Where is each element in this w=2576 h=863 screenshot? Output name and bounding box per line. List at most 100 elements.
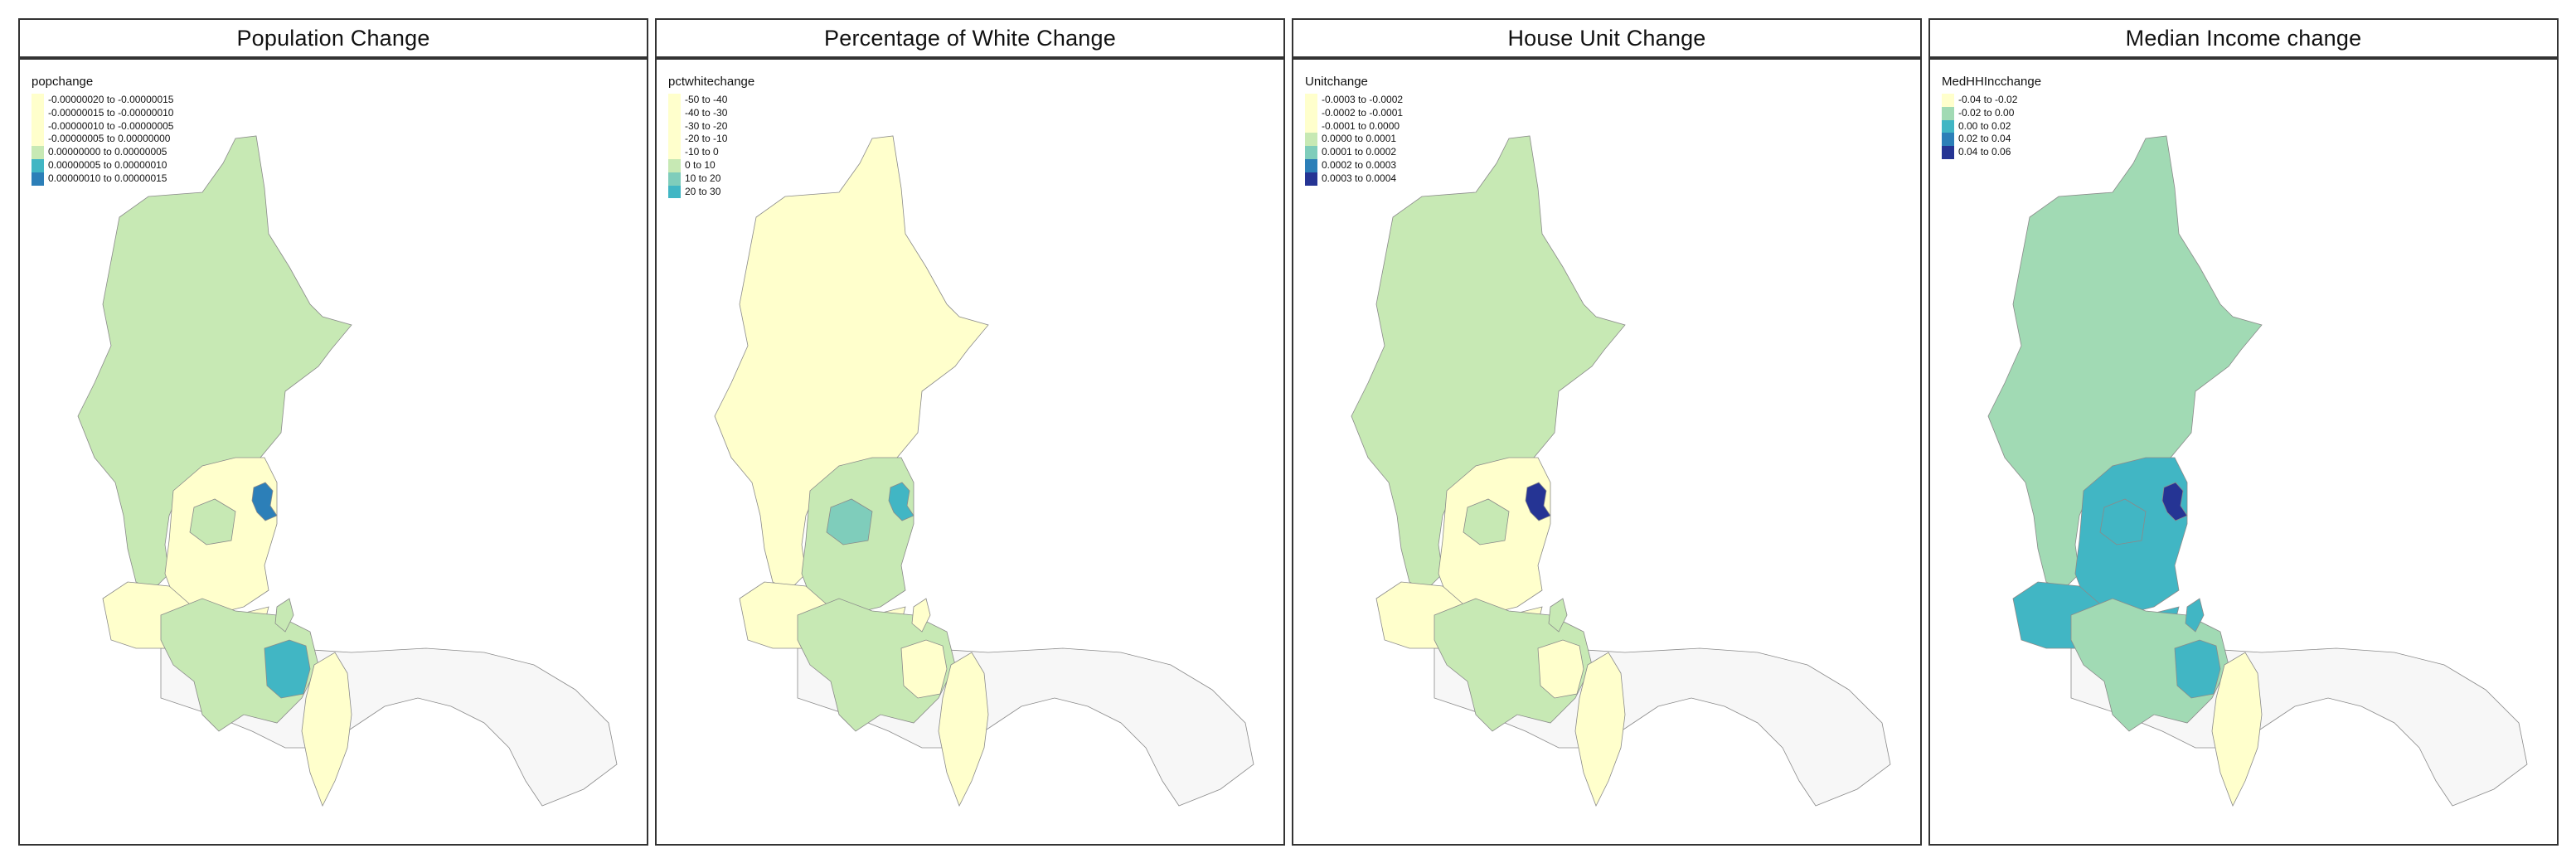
legend-item: 0 to 10 bbox=[668, 158, 754, 172]
legend-item: -30 to -20 bbox=[668, 119, 754, 133]
region-east bbox=[2211, 652, 2263, 807]
choropleth-map bbox=[714, 135, 1254, 807]
legend-item: 0.00000010 to 0.00000015 bbox=[32, 172, 173, 186]
legend-item: 0.04 to 0.06 bbox=[1942, 146, 2041, 159]
legend-item: -10 to 0 bbox=[668, 146, 754, 159]
legend-title: popchange bbox=[32, 75, 94, 89]
legend-swatch bbox=[668, 172, 681, 186]
legend-label: 0.0002 to 0.0003 bbox=[1322, 158, 1397, 171]
legend-label: 0.0000 to 0.0001 bbox=[1322, 133, 1397, 145]
legend-swatch bbox=[32, 158, 44, 172]
legend-label: -0.00000010 to -0.00000005 bbox=[48, 119, 174, 132]
legend-item: -40 to -30 bbox=[668, 106, 754, 120]
region-coastal-inlet bbox=[2161, 482, 2188, 521]
region-south-central bbox=[1434, 598, 1593, 732]
legend-label: 0.00000005 to 0.00000010 bbox=[48, 158, 167, 171]
region-east-tip bbox=[2185, 598, 2205, 633]
legend-swatch bbox=[1942, 146, 1954, 159]
legend-item: 0.00000000 to 0.00000005 bbox=[32, 146, 173, 159]
legend-label: -50 to -40 bbox=[685, 94, 728, 105]
legend-label: 0.0001 to 0.0002 bbox=[1322, 146, 1397, 158]
legend-item: -0.02 to 0.00 bbox=[1942, 106, 2041, 120]
region-central-inner bbox=[189, 498, 236, 545]
legend-item: 0.00000005 to 0.00000010 bbox=[32, 158, 173, 172]
map-regions bbox=[1987, 135, 2528, 807]
legend-label: -40 to -30 bbox=[685, 106, 728, 119]
legend-swatch bbox=[1305, 94, 1317, 107]
region-east bbox=[938, 652, 989, 807]
legend-swatch bbox=[1305, 119, 1317, 133]
legend-title: MedHHIncchange bbox=[1942, 75, 2042, 89]
legend-label: -0.02 to 0.00 bbox=[1958, 106, 2015, 119]
legend-label: 10 to 20 bbox=[685, 172, 721, 184]
legend-swatch bbox=[668, 106, 681, 120]
legend-item: 0.0001 to 0.0002 bbox=[1305, 146, 1403, 159]
legend-label: 0.00000010 to 0.00000015 bbox=[48, 172, 167, 184]
legend-label: -20 to -10 bbox=[685, 133, 728, 145]
map-panel-population: Population Change popchange -0.00000020 … bbox=[18, 18, 648, 846]
legend-swatch bbox=[1305, 146, 1317, 159]
legend-item: 0.0000 to 0.0001 bbox=[1305, 133, 1403, 147]
legend-swatch bbox=[668, 133, 681, 147]
legend-item: 0.02 to 0.04 bbox=[1942, 133, 2041, 147]
legend-swatch bbox=[668, 94, 681, 107]
region-east-tip bbox=[911, 598, 931, 633]
map-regions bbox=[77, 135, 618, 807]
region-central-inner bbox=[1463, 498, 1510, 545]
legend-swatch bbox=[1942, 106, 1954, 120]
legend-label: 20 to 30 bbox=[685, 185, 721, 197]
map-frame: MedHHIncchange -0.04 to -0.02 -0.02 to 0.… bbox=[1928, 58, 2559, 846]
legend-item: -0.00000020 to -0.00000015 bbox=[32, 94, 173, 107]
region-east-tip bbox=[1548, 598, 1568, 633]
map-panel-house-unit: House Unit Change Unitchange -0.0003 to … bbox=[1292, 18, 1922, 846]
legend-label: 0 to 10 bbox=[685, 158, 716, 171]
legend-swatch bbox=[32, 119, 44, 133]
region-southeast bbox=[1537, 639, 1584, 699]
legend-label: -0.00000005 to 0.00000000 bbox=[48, 133, 171, 145]
region-east bbox=[1574, 652, 1626, 807]
legend-label: -0.04 to -0.02 bbox=[1958, 94, 2018, 105]
legend-item: -0.00000005 to 0.00000000 bbox=[32, 133, 173, 147]
legend-swatch bbox=[668, 158, 681, 172]
legend-item: -50 to -40 bbox=[668, 94, 754, 107]
legend-item: 20 to 30 bbox=[668, 185, 754, 199]
legend-title: pctwhitechange bbox=[668, 75, 755, 89]
legend-swatch bbox=[1305, 172, 1317, 186]
legend-label: 0.0003 to 0.0004 bbox=[1322, 172, 1397, 184]
region-east-tip bbox=[274, 598, 294, 633]
legend-label: -0.0002 to -0.0001 bbox=[1322, 106, 1404, 119]
legend-label: -0.00000020 to -0.00000015 bbox=[48, 94, 174, 105]
panel-title: Median Income change bbox=[1928, 18, 2559, 58]
legend-label: -0.0001 to 0.0000 bbox=[1322, 119, 1400, 132]
legend-item: -0.00000015 to -0.00000010 bbox=[32, 106, 173, 120]
region-southeast bbox=[2174, 639, 2221, 699]
legend-label: -10 to 0 bbox=[685, 146, 719, 158]
region-southeast bbox=[264, 639, 311, 699]
panel-title: House Unit Change bbox=[1292, 18, 1922, 58]
region-central-inner bbox=[2099, 498, 2147, 545]
legend-label: 0.02 to 0.04 bbox=[1958, 133, 2011, 145]
map-legend: pctwhitechange -50 to -40 -40 to -30 -30 t… bbox=[668, 75, 755, 199]
choropleth-map bbox=[1351, 135, 1891, 807]
legend-item: -0.0001 to 0.0000 bbox=[1305, 119, 1403, 133]
legend-item: -0.04 to -0.02 bbox=[1942, 94, 2041, 107]
legend-swatch bbox=[32, 94, 44, 107]
region-south-central bbox=[160, 598, 319, 732]
region-coastal-inlet bbox=[1525, 482, 1551, 521]
legend-item: -0.0002 to -0.0001 bbox=[1305, 106, 1404, 120]
legend-swatch bbox=[1942, 119, 1954, 133]
region-south-central bbox=[797, 598, 956, 732]
map-frame: popchange -0.00000020 to -0.00000015 -0.0… bbox=[18, 58, 648, 846]
legend-item: -20 to -10 bbox=[668, 133, 754, 147]
legend-swatch bbox=[1942, 94, 1954, 107]
legend-swatch bbox=[32, 172, 44, 186]
legend-item: -0.00000010 to -0.00000005 bbox=[32, 119, 174, 133]
map-legend: Unitchange -0.0003 to -0.0002 -0.0002 to … bbox=[1305, 75, 1403, 186]
legend-item: -0.0003 to -0.0002 bbox=[1305, 94, 1403, 107]
legend-swatch bbox=[1305, 106, 1317, 120]
legend-swatch bbox=[32, 146, 44, 159]
region-central-inner bbox=[826, 498, 873, 545]
map-panel-pct-white: Percentage of White Change pctwhitechang… bbox=[655, 18, 1285, 846]
map-legend: MedHHIncchange -0.04 to -0.02 -0.02 to 0.… bbox=[1942, 75, 2041, 159]
region-south-central bbox=[2070, 598, 2229, 732]
